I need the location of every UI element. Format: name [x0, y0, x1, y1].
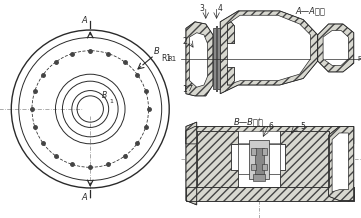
Bar	[249, 140, 269, 179]
Text: 1: 1	[109, 99, 113, 104]
Polygon shape	[186, 22, 213, 96]
Text: 3: 3	[200, 4, 205, 13]
Text: B: B	[101, 91, 107, 100]
Text: B: B	[154, 47, 160, 56]
Bar	[238, 144, 280, 174]
Polygon shape	[323, 31, 348, 65]
Polygon shape	[227, 68, 235, 85]
Text: 1: 1	[182, 85, 187, 94]
Bar	[255, 148, 264, 174]
Text: A: A	[82, 16, 87, 25]
Text: 6: 6	[268, 122, 273, 131]
Polygon shape	[227, 22, 235, 44]
Polygon shape	[190, 33, 208, 87]
Polygon shape	[227, 15, 310, 85]
Bar	[216, 26, 217, 92]
Polygon shape	[318, 24, 354, 72]
Polygon shape	[220, 11, 318, 94]
Bar	[262, 164, 267, 170]
Bar	[251, 164, 256, 170]
Text: R1: R1	[168, 56, 177, 62]
Polygon shape	[186, 126, 354, 144]
Text: A: A	[82, 193, 87, 202]
Polygon shape	[280, 131, 329, 187]
Polygon shape	[332, 133, 348, 192]
Polygon shape	[329, 126, 354, 201]
Polygon shape	[186, 187, 354, 201]
Text: 5: 5	[301, 122, 306, 131]
Polygon shape	[197, 131, 238, 187]
Bar	[253, 174, 265, 181]
Polygon shape	[186, 122, 197, 205]
Text: 4: 4	[218, 4, 223, 13]
Bar	[251, 148, 256, 155]
Bar	[262, 148, 267, 155]
Text: B—B放大: B—B放大	[234, 118, 264, 127]
Polygon shape	[197, 131, 329, 187]
Text: 2: 2	[182, 37, 187, 46]
Bar	[213, 28, 220, 89]
Text: A—A放大: A—A放大	[296, 7, 325, 15]
Text: R1: R1	[162, 54, 172, 63]
Text: R2: R2	[357, 56, 361, 62]
